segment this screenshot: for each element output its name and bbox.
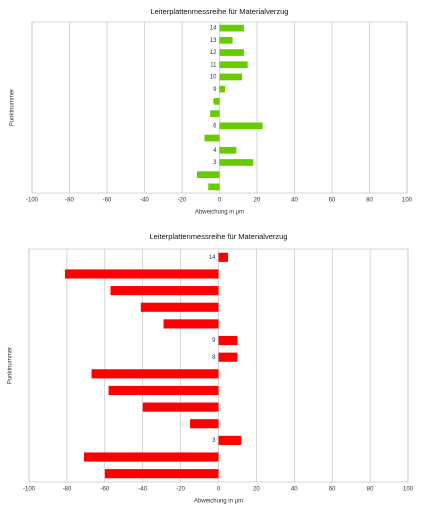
x-tick-label: -20	[176, 487, 185, 493]
bar	[65, 269, 219, 279]
bar	[219, 24, 244, 32]
bar	[219, 146, 237, 154]
x-axis-label: Abweichung in µm	[194, 499, 243, 505]
y-tick-label: 3	[212, 438, 216, 444]
x-tick-label: 80	[366, 198, 373, 204]
x-tick-label: 0	[218, 198, 222, 204]
bar	[140, 302, 219, 312]
y-tick-label: 8	[212, 355, 216, 361]
bar	[110, 286, 219, 296]
bar	[190, 419, 219, 429]
bar	[219, 159, 254, 166]
x-tick-label: -60	[100, 487, 109, 493]
bar	[218, 352, 238, 362]
bar	[204, 134, 220, 142]
bar	[219, 49, 244, 56]
bar	[218, 335, 238, 346]
x-tick-label: -100	[26, 198, 39, 204]
y-tick-label: 4	[213, 148, 217, 154]
x-tick-label: -100	[23, 487, 36, 493]
y-tick-label: 3	[213, 160, 217, 166]
bar	[197, 171, 220, 179]
y-tick-label: 14	[210, 26, 217, 32]
bar	[219, 36, 233, 44]
y-tick-label: 9	[213, 87, 217, 93]
x-tick-label: 100	[403, 487, 414, 493]
x-tick-label: 80	[367, 487, 374, 493]
chart-title: Leiterplattenmessreihe für Materialverzu…	[151, 7, 289, 16]
y-tick-label: 14	[209, 255, 216, 261]
x-tick-label: -80	[63, 487, 72, 493]
bar	[91, 369, 219, 379]
x-tick-label: 40	[291, 487, 298, 493]
x-tick-label: 100	[402, 198, 413, 204]
chart-title: Leiterplattenmessreihe für Materialverzu…	[150, 232, 288, 241]
x-tick-label: -60	[103, 198, 112, 204]
y-tick-label: 11	[210, 62, 217, 68]
x-tick-label: 20	[253, 487, 260, 493]
bar	[163, 319, 219, 329]
bar	[208, 183, 220, 191]
x-tick-label: 0	[217, 487, 221, 493]
y-tick-label: 6	[213, 123, 217, 129]
bar	[210, 110, 220, 117]
bar	[104, 469, 219, 479]
bar	[219, 61, 248, 69]
bar	[218, 252, 228, 262]
x-tick-label: 60	[329, 198, 336, 204]
x-tick-label: 20	[254, 198, 261, 204]
y-tick-label: 10	[210, 75, 217, 81]
x-tick-label: 40	[291, 198, 298, 204]
bar	[213, 98, 220, 105]
bar	[108, 385, 219, 396]
x-tick-label: -20	[178, 198, 187, 204]
bar	[83, 452, 219, 462]
y-tick-label: 12	[210, 50, 217, 56]
y-tick-label: 9	[212, 338, 216, 344]
x-axis-label: Abweichung in µm	[195, 210, 244, 216]
x-tick-label: -80	[65, 198, 74, 204]
y-axis-label: Punktnummer	[8, 347, 14, 384]
bar	[142, 402, 219, 412]
bar	[219, 122, 263, 130]
x-tick-label: -40	[140, 198, 149, 204]
bar	[219, 85, 226, 93]
x-tick-label: -40	[138, 487, 147, 493]
y-axis-label: Punktnummer	[10, 89, 16, 126]
y-tick-label: 13	[210, 38, 217, 44]
bar	[218, 435, 242, 445]
bar	[219, 73, 242, 81]
x-tick-label: 60	[329, 487, 336, 493]
